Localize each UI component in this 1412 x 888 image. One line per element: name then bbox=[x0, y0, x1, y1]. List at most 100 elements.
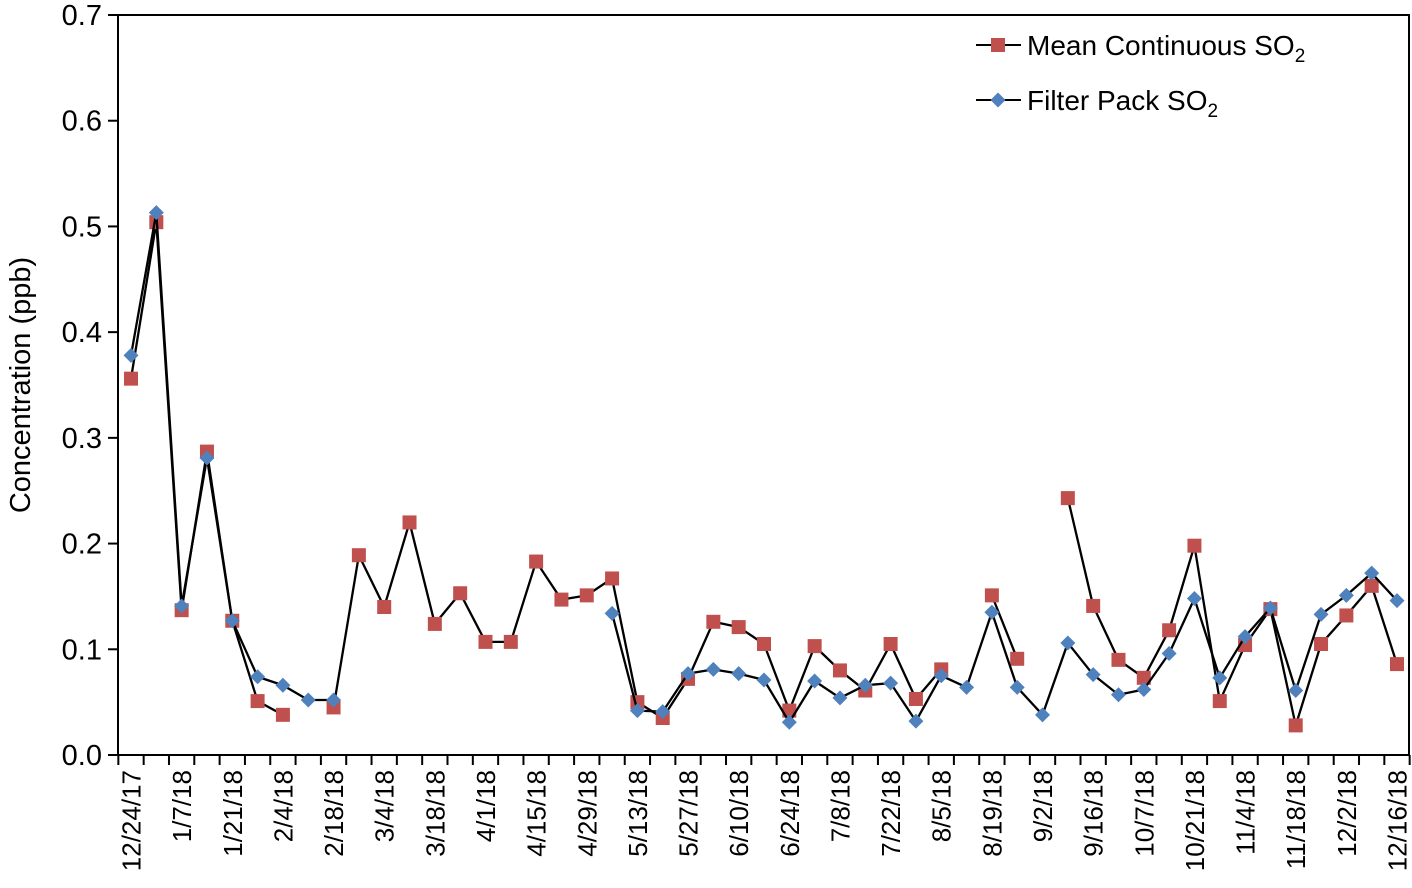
y-tick-label: 0.0 bbox=[62, 740, 102, 772]
x-tick-label: 1/7/18 bbox=[167, 770, 197, 842]
data-point-diamond-filter-pack-so2 bbox=[326, 692, 342, 708]
y-tick-label: 0.3 bbox=[62, 423, 102, 455]
data-point-diamond-filter-pack-so2 bbox=[1060, 635, 1076, 651]
x-tick-label: 9/2/18 bbox=[1028, 770, 1058, 842]
data-point-square-mean-continuous-so2 bbox=[1136, 670, 1151, 685]
x-tick-label: 4/15/18 bbox=[522, 770, 552, 857]
data-point-diamond-filter-pack-so2 bbox=[148, 205, 164, 221]
legend: Mean Continuous SO2 Filter Pack SO2 bbox=[976, 30, 1305, 122]
plot-border bbox=[117, 14, 1410, 756]
x-tick-label: 4/1/18 bbox=[471, 770, 501, 842]
data-point-diamond-filter-pack-so2 bbox=[756, 672, 772, 688]
data-point-square-mean-continuous-so2 bbox=[1288, 718, 1303, 733]
data-point-diamond-filter-pack-so2 bbox=[1212, 670, 1228, 686]
data-point-diamond-filter-pack-so2 bbox=[1262, 600, 1278, 616]
data-point-square-mean-continuous-so2 bbox=[1111, 652, 1126, 667]
data-point-diamond-filter-pack-so2 bbox=[857, 677, 873, 693]
x-tick-label: 2/18/18 bbox=[319, 770, 349, 857]
data-point-diamond-filter-pack-so2 bbox=[933, 668, 949, 684]
data-point-diamond-filter-pack-so2 bbox=[1237, 629, 1253, 645]
data-point-diamond-filter-pack-so2 bbox=[832, 690, 848, 706]
data-point-diamond-filter-pack-so2 bbox=[908, 713, 924, 729]
data-point-square-mean-continuous-so2 bbox=[453, 586, 468, 601]
data-point-square-mean-continuous-so2 bbox=[1187, 538, 1202, 553]
data-point-square-mean-continuous-so2 bbox=[1162, 623, 1177, 638]
data-point-diamond-filter-pack-so2 bbox=[984, 604, 1000, 620]
x-tick-label: 3/4/18 bbox=[370, 770, 400, 842]
data-point-diamond-filter-pack-so2 bbox=[629, 703, 645, 719]
series-line-mean-continuous-so2 bbox=[129, 221, 284, 716]
data-point-square-mean-continuous-so2 bbox=[706, 614, 721, 629]
data-point-square-mean-continuous-so2 bbox=[1390, 657, 1404, 672]
data-point-diamond-filter-pack-so2 bbox=[123, 347, 139, 363]
data-point-diamond-filter-pack-so2 bbox=[883, 675, 899, 691]
plot-area: 0.0 0.1 0.2 0.3 0.4 0.5 0.6 0.7 12/24/17 1/7/18 1/… bbox=[62, 0, 1412, 871]
data-point-square-mean-continuous-so2 bbox=[1314, 637, 1329, 651]
data-point-diamond-filter-pack-so2 bbox=[655, 704, 671, 720]
y-axis: 0.0 0.1 0.2 0.3 0.4 0.5 0.6 0.7 bbox=[62, 0, 118, 772]
y-axis-title: Concentration (ppb) bbox=[5, 257, 37, 513]
x-tick-label: 9/16/18 bbox=[1079, 770, 1109, 857]
y-tick-label: 0.7 bbox=[62, 0, 102, 32]
data-point-diamond-filter-pack-so2 bbox=[1136, 681, 1152, 697]
data-point-diamond-filter-pack-so2 bbox=[807, 673, 823, 689]
x-tick-label: 6/10/18 bbox=[724, 770, 754, 857]
data-point-square-mean-continuous-so2 bbox=[402, 515, 417, 530]
data-point-diamond-filter-pack-so2 bbox=[781, 714, 797, 730]
x-tick-label: 5/27/18 bbox=[674, 770, 704, 857]
data-point-diamond-filter-pack-so2 bbox=[1110, 687, 1126, 703]
data-point-square-mean-continuous-so2 bbox=[124, 371, 138, 386]
data-point-square-mean-continuous-so2 bbox=[529, 554, 544, 569]
data-point-diamond-filter-pack-so2 bbox=[1338, 587, 1354, 603]
legend-diamond-icon bbox=[990, 92, 1006, 108]
data-point-square-mean-continuous-so2 bbox=[503, 634, 518, 649]
data-point-diamond-filter-pack-so2 bbox=[1364, 565, 1380, 581]
data-point-square-mean-continuous-so2 bbox=[427, 616, 442, 631]
y-tick-label: 0.1 bbox=[62, 634, 102, 666]
data-point-square-mean-continuous-so2 bbox=[351, 548, 366, 563]
x-tick-label: 12/2/18 bbox=[1332, 770, 1362, 857]
data-point-diamond-filter-pack-so2 bbox=[1389, 593, 1405, 609]
data-point-square-mean-continuous-so2 bbox=[554, 592, 569, 607]
x-tick-label: 12/16/18 bbox=[1383, 770, 1412, 871]
data-point-diamond-filter-pack-so2 bbox=[604, 605, 620, 621]
data-point-square-mean-continuous-so2 bbox=[984, 588, 999, 603]
x-tick-label: 6/24/18 bbox=[775, 770, 805, 857]
x-tick-label: 7/22/18 bbox=[876, 770, 906, 857]
series-mean-continuous-so2 bbox=[124, 215, 1404, 733]
data-point-diamond-filter-pack-so2 bbox=[1288, 683, 1304, 699]
legend-label: Filter Pack SO2 bbox=[1027, 85, 1218, 122]
data-point-diamond-filter-pack-so2 bbox=[199, 450, 215, 466]
x-tick-label: 5/13/18 bbox=[623, 770, 653, 857]
x-tick-label: 8/5/18 bbox=[927, 770, 957, 842]
legend-item-mean-continuous-so2: Mean Continuous SO2 bbox=[976, 30, 1305, 67]
data-point-square-mean-continuous-so2 bbox=[1212, 694, 1227, 709]
data-point-diamond-filter-pack-so2 bbox=[174, 598, 190, 614]
data-point-square-mean-continuous-so2 bbox=[1364, 578, 1379, 593]
data-point-diamond-filter-pack-so2 bbox=[224, 613, 240, 629]
data-point-diamond-filter-pack-so2 bbox=[1009, 679, 1025, 695]
data-point-diamond-filter-pack-so2 bbox=[680, 666, 696, 682]
data-point-diamond-filter-pack-so2 bbox=[1035, 707, 1051, 723]
series-line-mean-continuous-so2 bbox=[990, 594, 1019, 660]
data-point-square-mean-continuous-so2 bbox=[782, 703, 797, 718]
data-point-diamond-filter-pack-so2 bbox=[1161, 646, 1177, 662]
x-tick-label: 12/24/17 bbox=[117, 770, 147, 871]
data-point-square-mean-continuous-so2 bbox=[275, 707, 290, 722]
x-tick-label: 4/29/18 bbox=[572, 770, 602, 857]
data-point-diamond-filter-pack-so2 bbox=[275, 677, 291, 693]
x-tick-label: 10/7/18 bbox=[1129, 770, 1159, 857]
data-point-square-mean-continuous-so2 bbox=[908, 691, 923, 706]
legend-square-icon bbox=[991, 38, 1005, 52]
data-point-square-mean-continuous-so2 bbox=[605, 571, 620, 586]
series-line-mean-continuous-so2 bbox=[332, 521, 943, 720]
data-point-square-mean-continuous-so2 bbox=[731, 620, 746, 635]
x-tick-label: 11/18/18 bbox=[1281, 770, 1311, 869]
data-point-square-mean-continuous-so2 bbox=[1339, 608, 1354, 623]
series-filter-pack-so2 bbox=[123, 205, 1405, 730]
data-point-square-mean-continuous-so2 bbox=[377, 600, 392, 614]
data-point-diamond-filter-pack-so2 bbox=[731, 666, 747, 682]
data-point-diamond-filter-pack-so2 bbox=[300, 692, 316, 708]
